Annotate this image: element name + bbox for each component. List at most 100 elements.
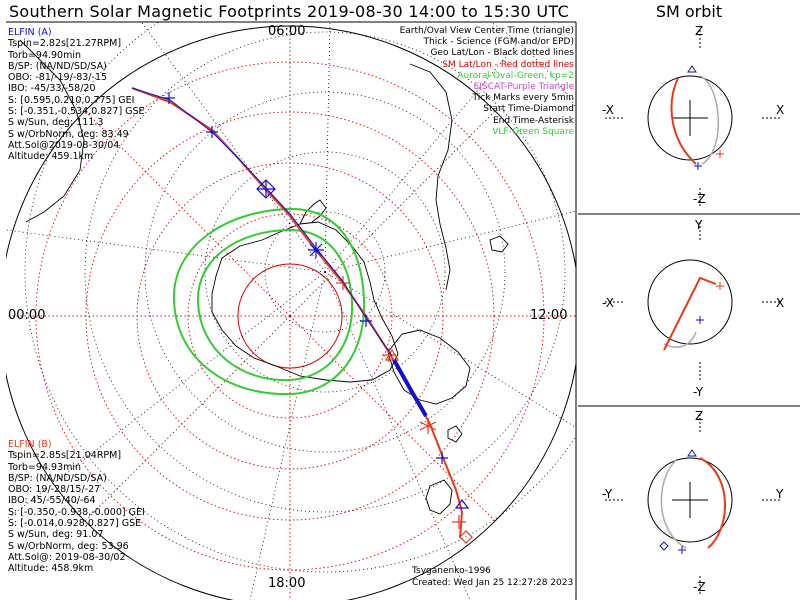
geo-lon-line (6, 229, 326, 273)
sm-lat-circle (35, 61, 545, 571)
sm-mlt-lines (6, 26, 576, 600)
geo-lon-line (249, 271, 326, 600)
orbit-axis-label: Z (695, 24, 704, 38)
island-coastline (489, 235, 509, 253)
elfin-a-marker (687, 65, 697, 73)
mlt-label-right: 12:00 (530, 308, 568, 323)
orbit-panel-xz (605, 30, 782, 208)
elfin-a-science-segment (392, 359, 428, 418)
elfin-a-info-line: S: [0.595,0.210,0.775] GEI (8, 94, 135, 106)
elfin-b-info-line: OBO: 19/-28/15/-27 (8, 484, 101, 496)
legend-item: Start Time-Diamond (483, 104, 574, 115)
orbit-axis-label: -Y (602, 487, 613, 501)
elfin-b-info-line: Tspin=2.85s[21.04RPM] (8, 450, 122, 462)
mlt-label-bottom: 18:00 (268, 576, 306, 591)
legend-item: SM Lat/Lon - Red dotted lines (442, 59, 574, 70)
earth-circle (647, 457, 733, 543)
elfin-b-marker (716, 282, 724, 290)
geo-lat-circle (144, 91, 506, 453)
auroral-oval-inner (196, 228, 354, 382)
elfin-b-tick (336, 276, 350, 290)
elfin-b-info-line: Altitude: 458.9km (8, 563, 94, 575)
elfin-a-end-asterisk (308, 242, 324, 258)
orbit-axis-label: -Y (693, 385, 704, 399)
south-america-coastline (409, 63, 453, 291)
coastlines (19, 39, 509, 515)
legend-item: Geo Lat/Lon - Black dotted lines (430, 48, 574, 59)
new-zealand-coastline (425, 479, 453, 515)
legend-item: EISCAT-Purple Triangle (473, 81, 574, 92)
legend-item: Earth/Oval View Center Time (triangle) (399, 26, 574, 36)
elfin-a-info-line: B/SP: (NA/ND/SD/SA) (8, 60, 107, 72)
sm-lat-circle (187, 213, 393, 419)
elfin-b-info: ELFIN (B) Tspin=2.85s[21.04RPM] Torb=94.… (8, 439, 145, 575)
elfin-b-name: ELFIN (B) (8, 439, 52, 450)
mlt-label-top: 06:00 (268, 24, 306, 39)
elfin-a-tick (163, 92, 175, 104)
elfin-a-tick (360, 315, 372, 327)
geo-lon-line (324, 210, 576, 273)
elfin-b-info-line: S w/Sun, deg: 91.07 (8, 529, 104, 541)
elfin-a-tick (436, 452, 448, 464)
map-outer-circle (6, 25, 576, 600)
orbit-panel-title: SM orbit (655, 2, 723, 21)
elfin-b-info-line: B/SP: (NA/ND/SD/SA) (8, 472, 107, 484)
orbit-axis-label: X (776, 103, 785, 117)
elfin-b-info-line: S: [-0.350,-0.938,-0.000] GEI (8, 506, 145, 518)
earth-circle (647, 75, 733, 161)
elfin-a-info-line: OBO: -81/-19/-83/-15 (8, 72, 108, 84)
southern-africa-coastline (19, 39, 85, 223)
legend-item: Tick Marks every 5min (472, 93, 574, 104)
elfin-b-view-triangle (384, 348, 400, 361)
elfin-a-marker (696, 316, 704, 324)
australia-coastline (387, 329, 471, 405)
legend-item: Auroral Oval-Green, kp=2 (457, 70, 574, 81)
created-timestamp: Created: Wed Jan 25 12:27:28 2023 (412, 578, 574, 588)
geo-lon-line (324, 39, 521, 273)
elfin-a-marker (678, 546, 686, 554)
elfin-b-markers (336, 276, 473, 544)
legend-item: Thick - Science (FGM and/or EPD) (423, 37, 574, 48)
auroral-oval-outer (172, 207, 366, 396)
elfin-a-start-diamond (256, 179, 276, 199)
elfin-a-markers (163, 92, 470, 509)
sm-mlt-line (84, 110, 291, 317)
elfin-b-info-line: IBO: 45/-55/40/-64 (8, 495, 96, 507)
orbit-axis-label: Y (776, 487, 784, 501)
legend-item: End Time-Asterisk (492, 115, 574, 126)
geo-lon-line (140, 22, 326, 273)
sm-mlt-line (289, 315, 496, 522)
elfin-a-marker (687, 449, 697, 457)
orbit-axis-label: X (776, 296, 785, 310)
elfin-a-info-line: S: [-0.351,-0.534,0.827] GSE (8, 106, 145, 118)
sm-mlt-line (84, 315, 291, 522)
elfin-a-tick (206, 126, 218, 138)
geo-lat-circle (264, 211, 386, 333)
elfin-b-marker (716, 150, 724, 158)
elfin-a-marker (694, 162, 702, 170)
geo-lon-line (6, 271, 326, 521)
elfin-b-info-line: Att.Sol@: 2019-08-30/02 (8, 551, 126, 563)
elfin-a-view-triangle (454, 499, 470, 509)
elfin-b-orbit (663, 276, 717, 351)
elfin-b-start-diamond (459, 530, 473, 544)
elfin-b-info-line: S: [-0.014,0.928,0.827] GSE (8, 518, 142, 530)
orbit-axis-label: -X (602, 103, 614, 117)
elfin-a-info-line: Tspin=2.82s[21.27RPM] (8, 38, 122, 50)
elfin-a-info-line: Att.Sol@2019-08-30/04 (8, 139, 120, 151)
orbit-panel-xy (605, 222, 782, 382)
elfin-a-marker (659, 541, 669, 551)
model-credit: Tsyganenko-1996 (412, 566, 491, 576)
elfin-a-orbit (660, 459, 687, 549)
elfin-a-info-line: Altitude: 459.1km (8, 151, 94, 163)
auroral-oval (172, 207, 366, 396)
elfin-a-info-line: S w/Sun, deg: 111.3 (8, 117, 104, 129)
orbit-axis-label: -Z (693, 192, 706, 206)
geo-lon-line (324, 22, 331, 273)
legend-item: VLF-Green Square (492, 126, 574, 137)
sm-mlt-line (289, 110, 496, 317)
earth-circle (647, 259, 733, 345)
chart-title: Southern Solar Magnetic Footprints 2019-… (8, 2, 570, 21)
orbit-axis-label: -Z (693, 580, 706, 594)
tasmania-coastline (447, 425, 463, 443)
